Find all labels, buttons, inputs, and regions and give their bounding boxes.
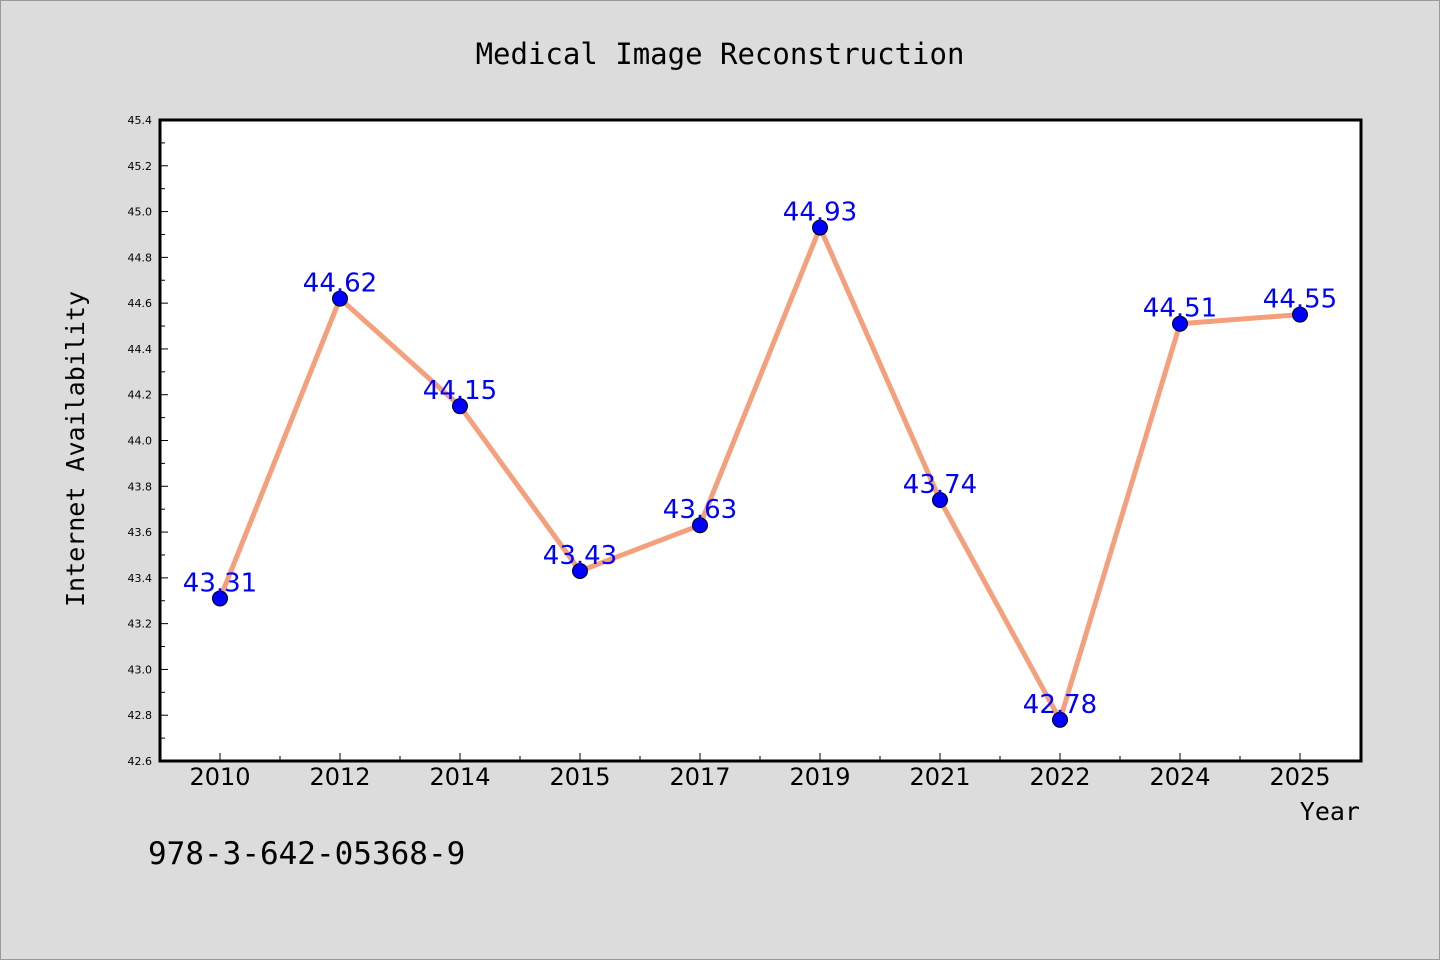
data-label: 42.78 [1023,690,1097,720]
data-point-marker [212,590,228,607]
data-point-marker [572,562,588,579]
chart-title: Medical Image Reconstruction [476,37,965,71]
x-tick-label: 2024 [1149,763,1210,791]
x-tick-label: 2019 [789,763,850,791]
data-point-marker [1292,306,1308,323]
data-point-marker [932,492,948,509]
x-tick-label: 2010 [189,763,250,791]
data-label: 43.31 [183,568,257,598]
data-label: 43.74 [903,470,977,500]
y-axis-ticks: 42.6 42.8 43.0 43.2 43.4 43.6 43.8 44.0 44.2 44.4… [128,114,168,768]
y-tick-label: 44.6 [128,297,153,310]
footnote-isbn: 978-3-642-05368-9 [148,836,465,872]
data-label: 44.51 [1143,294,1217,324]
data-point-marker [332,290,348,307]
y-tick-label: 44.2 [128,389,153,402]
x-tick-label: 2012 [309,763,370,791]
x-axis-label: Year [1300,797,1360,826]
x-tick-label: 2017 [669,763,730,791]
y-tick-label: 44.0 [128,435,153,448]
data-point-marker [452,398,468,415]
y-tick-label: 42.6 [128,755,153,768]
y-tick-label: 43.2 [128,618,153,631]
plot-area [160,120,1361,761]
data-point-marker [692,517,708,534]
x-tick-label: 2014 [429,763,490,791]
y-tick-label: 43.6 [128,526,153,539]
y-tick-label: 43.8 [128,480,153,493]
x-tick-label: 2015 [549,763,610,791]
y-tick-label: 44.4 [128,343,153,356]
y-tick-label: 45.0 [128,206,153,219]
data-label: 43.43 [543,541,617,571]
y-tick-label: 44.8 [128,251,153,264]
y-axis-label: Internet Availability [61,291,90,607]
x-tick-label: 2022 [1029,763,1090,791]
series-group: 43.31 44.62 44.15 43.43 43.63 44.93 43.74 42.78… [183,198,1337,728]
y-tick-label: 42.8 [128,709,153,722]
series-line [217,225,1301,723]
plot-border [158,118,1363,763]
data-label: 44.62 [303,269,377,299]
x-tick-label: 2025 [1269,763,1330,791]
y-tick-label: 43.4 [128,572,153,585]
y-tick-label: 45.2 [128,160,153,173]
data-label: 44.15 [423,376,497,406]
y-tick-label: 43.0 [128,663,153,676]
data-point-marker [1172,315,1188,332]
y-tick-label: 45.4 [128,114,153,127]
data-label: 44.93 [783,198,857,228]
data-label: 44.55 [1263,285,1337,315]
x-axis-ticks: 2010 2012 2014 2015 2017 2019 2021 2022 2024 2025 [189,753,1331,791]
data-label: 43.63 [663,495,737,525]
x-tick-label: 2021 [909,763,970,791]
data-point-marker [812,219,828,236]
data-point-marker [1052,711,1068,728]
